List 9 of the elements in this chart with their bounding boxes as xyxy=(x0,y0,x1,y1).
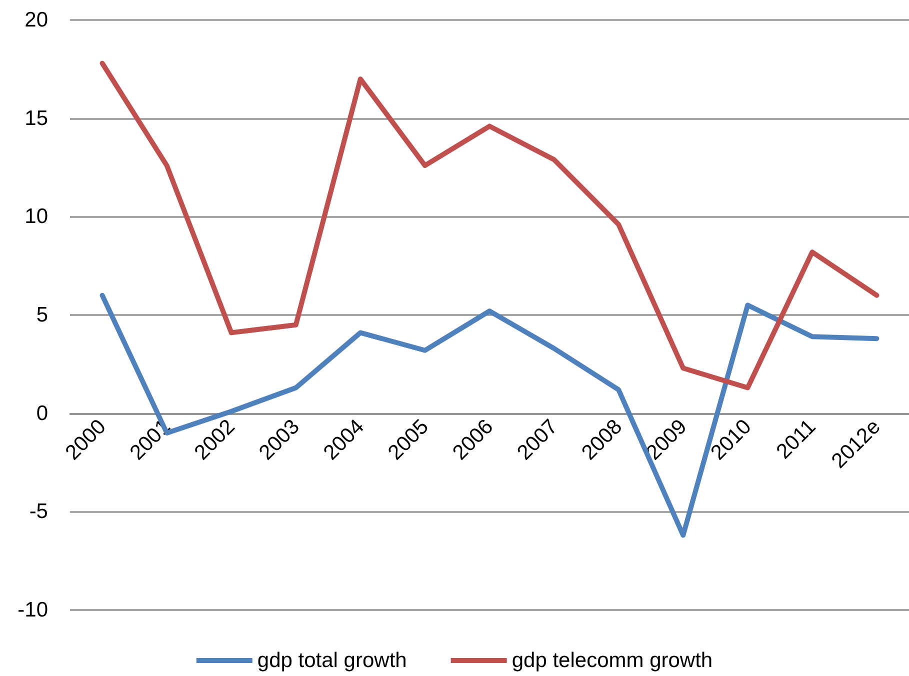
y-tick-label: 15 xyxy=(24,106,48,130)
y-tick-label: 20 xyxy=(24,8,48,32)
y-tick-label: -5 xyxy=(29,500,48,524)
legend-label: gdp telecomm growth xyxy=(512,649,713,672)
y-tick-label: 5 xyxy=(36,304,48,326)
y-tick-label: 10 xyxy=(24,205,48,228)
legend-label: gdp total growth xyxy=(257,649,407,672)
y-tick-label: 0 xyxy=(36,402,48,425)
y-tick-label: -10 xyxy=(18,598,48,622)
